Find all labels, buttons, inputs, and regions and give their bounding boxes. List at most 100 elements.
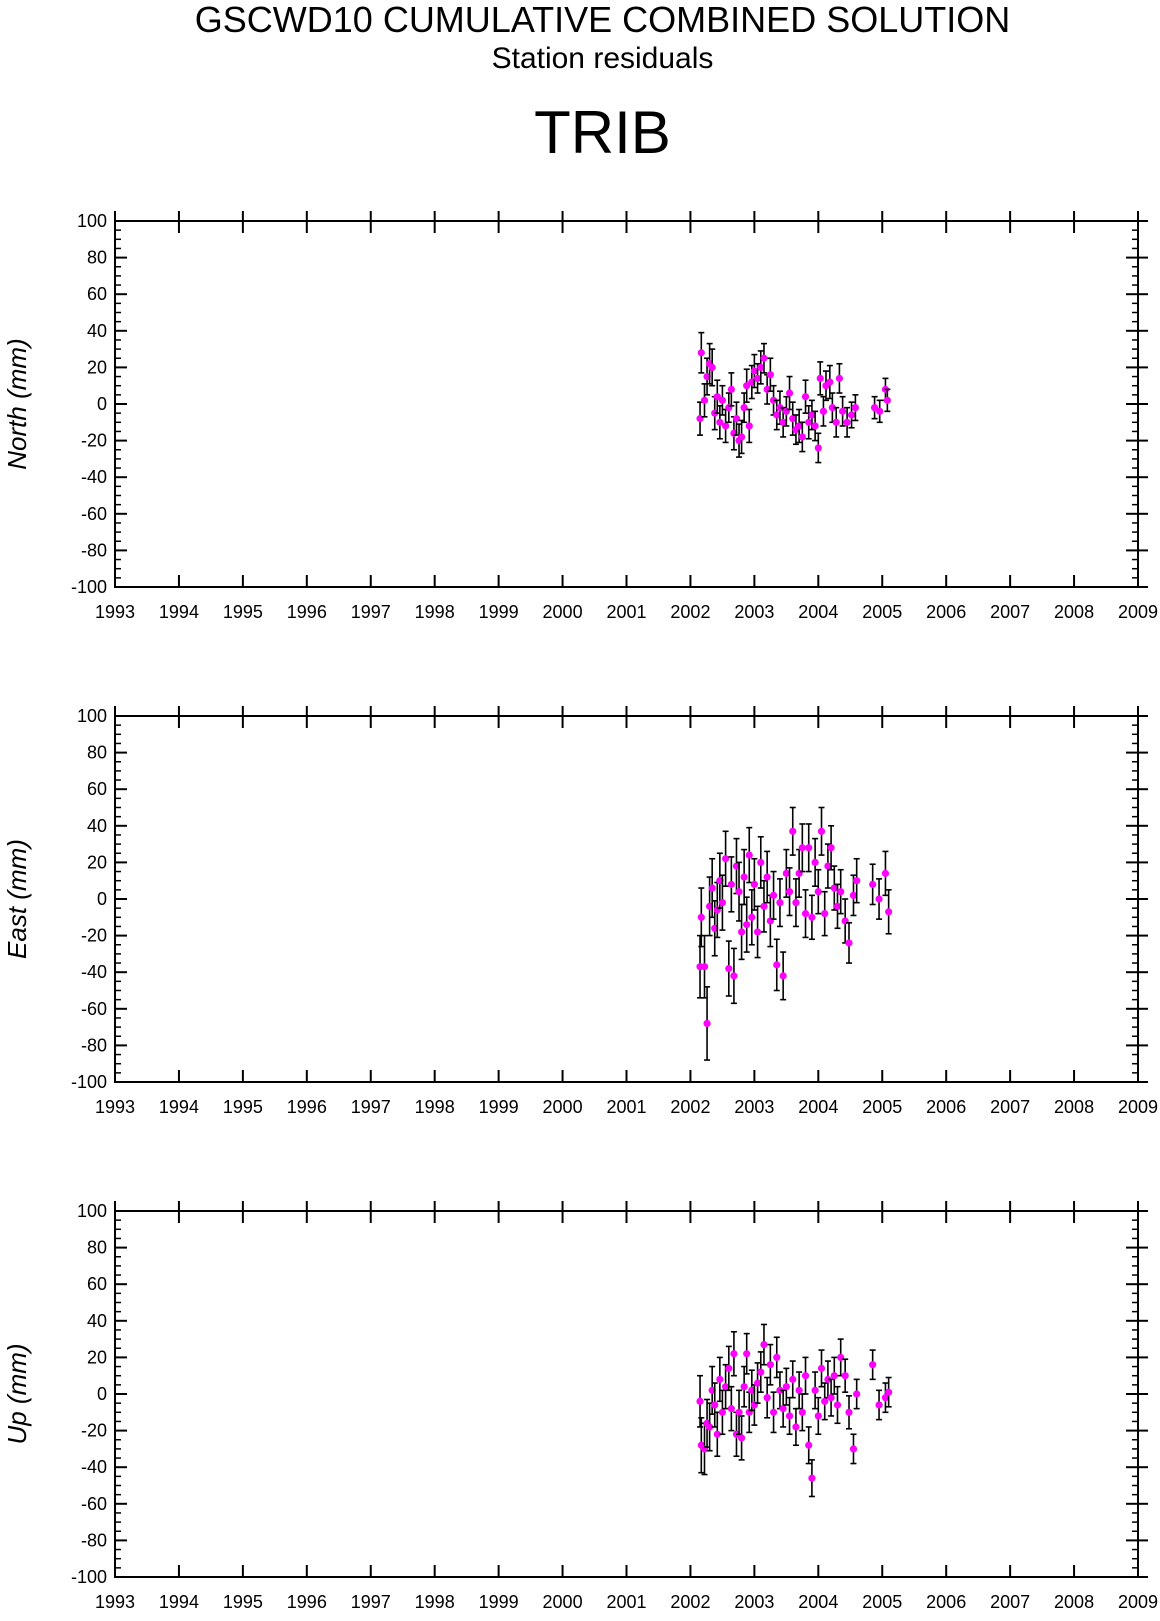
data-point [811,410,819,442]
x-tick-label: 2005 [862,1592,902,1612]
y-tick-label: 20 [87,1347,107,1367]
residual-marker [830,884,838,892]
residual-marker [727,385,735,393]
data-point [773,1336,781,1379]
residual-marker [776,404,784,412]
data-point [869,1349,877,1381]
residual-marker [808,913,816,921]
y-tick-label: -40 [81,467,107,487]
data-point [727,1385,735,1432]
data-point [785,375,794,411]
data-point [853,857,861,904]
y-tick-label: 60 [87,1274,107,1294]
residual-marker [853,877,861,885]
x-tick-label: 2001 [606,1592,646,1612]
data-point [779,1389,787,1428]
data-point [875,1389,883,1421]
data-point [703,986,711,1061]
x-tick-label: 2008 [1054,1097,1094,1117]
data-point [743,1332,751,1375]
data-point [757,1351,765,1393]
data-point [760,1323,768,1366]
y-tick-label: -60 [81,1494,107,1514]
data-point [737,1415,746,1461]
residual-marker [885,1388,893,1396]
data-point [792,1407,800,1447]
data-point [766,1343,774,1386]
x-tick-label: 2007 [990,1592,1030,1612]
data-point [845,1395,853,1430]
station-name: TRIB [534,99,671,166]
residual-marker [801,910,810,918]
y-tick-label: 60 [87,779,107,799]
x-tick-label: 2000 [543,1592,583,1612]
data-point [830,865,838,911]
x-tick-label: 1999 [479,1097,519,1117]
y-tick-label: 40 [87,321,107,341]
residual-marker [743,382,751,390]
residual-marker [700,963,709,971]
data-point [832,406,840,438]
residual-marker [798,1408,806,1416]
residual-marker [760,354,768,362]
data-point [753,905,762,959]
data-point [814,868,822,915]
data-point [708,857,716,919]
data-point [722,408,730,444]
residual-marker [737,1434,746,1442]
data-point [743,368,751,403]
residual-marker [876,407,884,415]
data-point [817,1349,826,1388]
residual-marker [821,910,829,918]
data-point [881,1382,890,1414]
x-tick-label: 2007 [990,1097,1030,1117]
residual-marker [769,891,778,899]
residual-marker [757,858,765,867]
data-point [763,850,771,904]
residual-marker [722,422,730,430]
residual-marker [725,1364,733,1372]
y-tick-label: -20 [81,1421,107,1441]
residual-marker [779,418,787,426]
data-point [805,823,813,873]
residual-marker [808,411,816,419]
y-tick-label: -20 [81,431,107,451]
residual-marker [773,961,781,969]
residual-marker [881,869,890,877]
chart-title: GSCWD10 CUMULATIVE COMBINED SOLUTION [194,0,1011,40]
data-point [805,1426,813,1465]
data-point [841,1358,849,1393]
y-tick-label: -100 [71,577,107,597]
data-point [753,1362,762,1404]
residual-marker [792,899,800,907]
x-tick-label: 2000 [543,602,583,622]
data-point [697,887,705,948]
residual-marker [753,928,762,936]
y-tick-label: 40 [87,816,107,836]
x-tick-label: 2003 [734,602,774,622]
residual-marker [827,844,835,852]
data-point [808,1459,816,1498]
data-point [885,1376,893,1408]
residual-marker [718,1408,727,1416]
data-point [737,419,746,455]
x-tick-label: 2000 [543,1097,583,1117]
residual-marker [713,393,721,401]
residual-marker [763,873,771,881]
residual-marker [740,404,748,412]
y-tick-label: 100 [77,211,107,231]
y-axis-label: Up (mm) [2,1343,32,1444]
plot-frame [114,1210,1139,1578]
residual-marker [769,396,778,404]
data-point [845,921,853,964]
residual-marker [805,1441,813,1449]
residual-marker [697,913,705,921]
data-point [769,384,778,416]
x-tick-label: 1997 [351,1592,391,1612]
data-point [821,890,829,937]
data-point [830,1356,838,1395]
residual-marker [814,1412,822,1420]
data-point [782,395,790,427]
data-point [766,357,774,392]
residual-marker [763,1394,771,1402]
